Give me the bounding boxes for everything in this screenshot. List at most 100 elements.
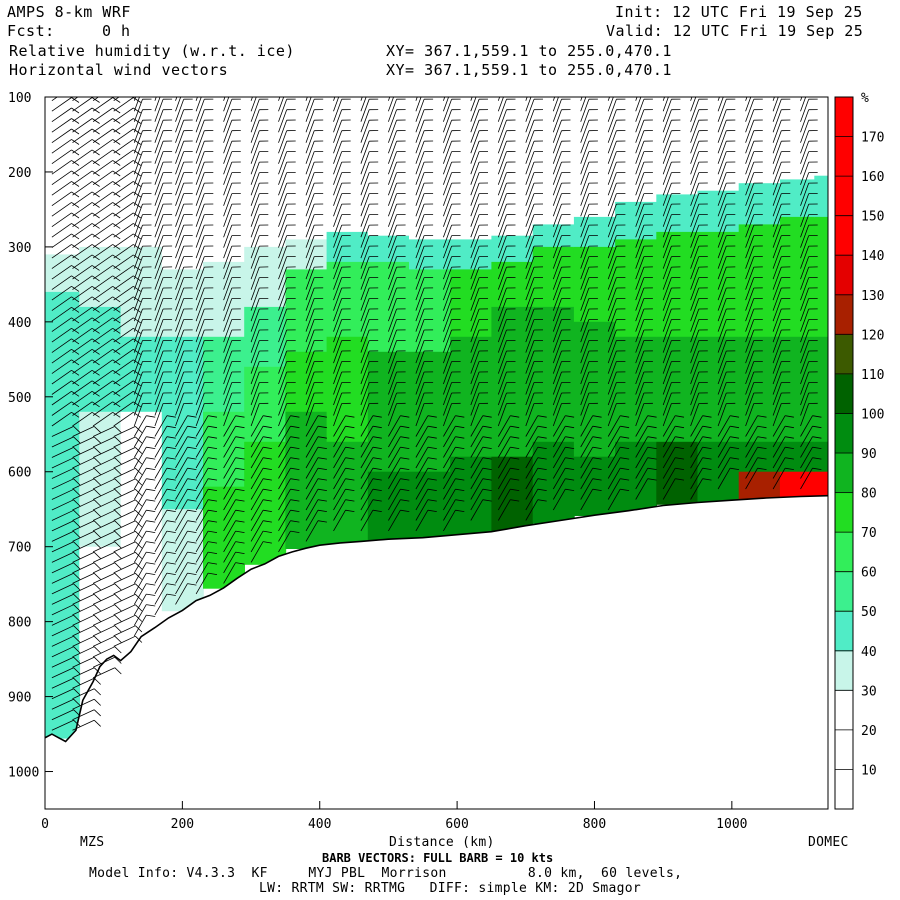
wind-barb-staff bbox=[133, 287, 143, 311]
wind-barb-staff bbox=[278, 403, 288, 427]
wind-barb-staff bbox=[250, 109, 260, 133]
wind-barb-staff bbox=[360, 489, 374, 511]
wind-barb-staff bbox=[800, 203, 810, 227]
wind-barb-flag bbox=[73, 688, 81, 696]
wind-barb-flag bbox=[146, 530, 156, 533]
wind-barb-flag bbox=[537, 457, 547, 460]
wind-barb-flag bbox=[208, 551, 218, 554]
wind-barb-staff bbox=[635, 457, 649, 479]
wind-barb-flag bbox=[71, 107, 80, 114]
wind-barb-staff bbox=[580, 447, 594, 469]
wind-barb-staff bbox=[745, 436, 758, 458]
wind-barb-staff bbox=[470, 499, 484, 521]
wind-barb-flag bbox=[235, 509, 245, 512]
wind-barb-staff bbox=[580, 235, 590, 259]
wind-barb-staff bbox=[388, 340, 397, 364]
wind-barb-staff bbox=[580, 214, 590, 238]
rh-cell bbox=[450, 456, 493, 536]
wind-barb-staff bbox=[772, 120, 782, 143]
wind-barb-staff bbox=[195, 447, 209, 469]
wind-barb-staff bbox=[51, 677, 74, 689]
wind-barb-flag bbox=[91, 170, 100, 177]
wind-barb-staff bbox=[175, 361, 185, 385]
wind-barb-staff bbox=[662, 415, 676, 437]
wind-barb-staff bbox=[772, 277, 782, 301]
wind-barb-staff bbox=[497, 266, 507, 290]
wind-barb-staff bbox=[800, 182, 810, 206]
wind-barb-staff bbox=[113, 426, 136, 437]
wind-barb-staff bbox=[195, 109, 205, 133]
wind-barb-staff bbox=[388, 182, 397, 206]
wind-barb-staff bbox=[360, 277, 370, 301]
wind-barb-staff bbox=[662, 457, 676, 479]
wind-barb-flag bbox=[400, 457, 410, 460]
wind-barb-flag bbox=[73, 478, 81, 486]
wind-barb-staff bbox=[175, 392, 185, 416]
wind-barb-staff bbox=[278, 457, 291, 479]
wind-barb-flag bbox=[71, 401, 80, 408]
model-title: AMPS 8-km WRF bbox=[7, 3, 131, 21]
wind-barb-staff bbox=[745, 329, 755, 353]
rh-cell bbox=[367, 261, 410, 353]
wind-barb-staff bbox=[72, 223, 93, 238]
wind-barb-flag bbox=[427, 436, 437, 439]
wind-barb-staff bbox=[745, 109, 755, 133]
wind-barb-staff bbox=[662, 340, 672, 364]
rh-cell bbox=[491, 261, 534, 308]
wind-barb-staff bbox=[662, 214, 672, 238]
wind-barb-staff bbox=[133, 509, 147, 532]
wind-barb-flag bbox=[510, 446, 520, 449]
wind-barb-staff bbox=[133, 99, 143, 122]
wind-barb-flag bbox=[455, 415, 465, 418]
wind-barb-staff bbox=[72, 541, 95, 553]
wind-barb-flag bbox=[114, 594, 122, 601]
wind-barb-staff bbox=[133, 319, 143, 343]
wind-barb-staff bbox=[175, 287, 185, 311]
wind-barb-staff bbox=[800, 457, 813, 479]
wind-barb-flag bbox=[427, 509, 437, 512]
wind-barb-staff bbox=[800, 256, 810, 280]
wind-barb-staff bbox=[133, 572, 147, 595]
wind-barb-flag bbox=[114, 468, 122, 475]
wind-barb-staff bbox=[305, 256, 315, 280]
wind-barb-staff bbox=[51, 467, 74, 479]
wind-barb-flag bbox=[73, 646, 81, 654]
wind-barb-staff bbox=[443, 99, 452, 122]
x-tick-label: 600 bbox=[445, 817, 468, 832]
wind-barb-staff bbox=[333, 426, 346, 448]
rh-cell bbox=[814, 471, 828, 497]
wind-barb-staff bbox=[175, 193, 185, 217]
wind-barb-staff bbox=[278, 509, 291, 532]
wind-barb-staff bbox=[443, 329, 452, 353]
wind-barb-flag bbox=[263, 467, 272, 470]
wind-barb-staff bbox=[72, 107, 93, 123]
wind-barb-flag bbox=[345, 415, 355, 418]
wind-barb-staff bbox=[360, 245, 370, 269]
wind-barb-flag bbox=[785, 415, 794, 418]
wind-barb-staff bbox=[470, 235, 480, 259]
wind-barb-flag bbox=[71, 327, 80, 334]
wind-barb-staff bbox=[607, 340, 617, 364]
cross-section-coords-1: XY= 367.1,559.1 to 255.0,470.1 bbox=[386, 42, 672, 60]
wind-barb-flag bbox=[620, 425, 630, 429]
wind-barb-staff bbox=[497, 298, 507, 322]
wind-barb-flag bbox=[146, 415, 156, 418]
wind-barb-staff bbox=[175, 277, 185, 301]
wind-barb-staff bbox=[717, 277, 727, 301]
wind-barb-staff bbox=[388, 361, 397, 385]
wind-barb-staff bbox=[92, 118, 113, 133]
wind-barb-staff bbox=[250, 256, 260, 280]
wind-barb-staff bbox=[525, 436, 539, 458]
wind-barb-staff bbox=[333, 298, 343, 322]
wind-barb-staff bbox=[388, 235, 397, 259]
wind-barb-staff bbox=[360, 350, 370, 374]
wind-barb-staff bbox=[635, 151, 645, 175]
wind-barb-staff bbox=[278, 308, 288, 332]
wind-barb-staff bbox=[72, 327, 93, 343]
wind-barb-staff bbox=[92, 327, 113, 343]
x-axis-label: Distance (km) bbox=[389, 835, 495, 850]
wind-barb-staff bbox=[717, 426, 731, 448]
wind-barb-flag bbox=[91, 107, 100, 114]
wind-barb-staff bbox=[360, 120, 370, 143]
x-tick-label: 0 bbox=[41, 817, 49, 832]
